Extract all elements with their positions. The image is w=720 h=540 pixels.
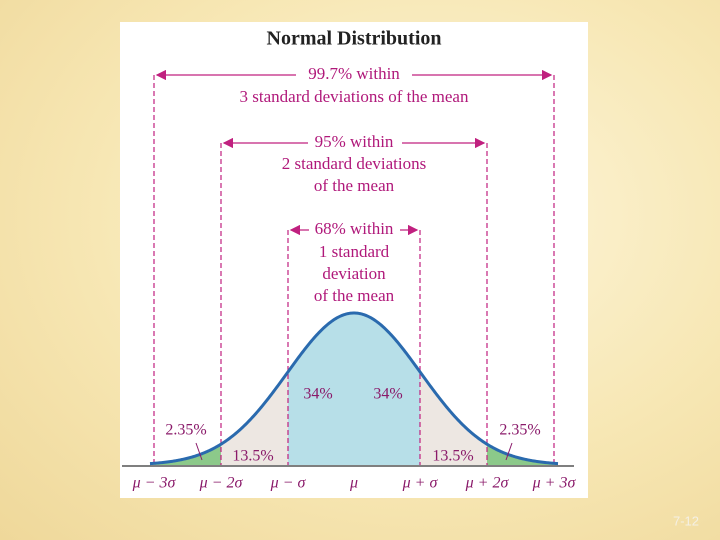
region-label: 2.35% (499, 422, 540, 439)
range-label: 95% within (315, 132, 394, 151)
axis-label: μ − 2σ (199, 475, 244, 492)
range-label: 1 standard (319, 242, 390, 261)
axis-label: μ − 3σ (132, 475, 177, 492)
center-area (288, 313, 420, 465)
axis-label: μ − σ (270, 475, 307, 492)
region-label: 34% (303, 386, 332, 403)
range-label: 3 standard deviations of the mean (240, 87, 469, 106)
range-label: 68% within (315, 219, 394, 238)
range-label: of the mean (314, 176, 395, 195)
normal-curve (149, 311, 559, 466)
region-label: 2.35% (165, 422, 206, 439)
leader-line (195, 442, 203, 461)
slide-number: 7-12 (673, 513, 699, 528)
tail-area (487, 444, 558, 465)
region-label: 34% (373, 386, 402, 403)
range-label: of the mean (314, 286, 395, 305)
range-label: deviation (322, 264, 386, 283)
leader-line (505, 442, 513, 461)
axis-label: μ + 3σ (532, 475, 577, 492)
axis-label: μ + σ (402, 475, 439, 492)
range-label: 99.7% within (308, 64, 400, 83)
tail-area (150, 444, 221, 465)
axis-label: μ + 2σ (465, 475, 510, 492)
region-label: 13.5% (432, 448, 473, 465)
axis-label: μ (349, 475, 358, 492)
figure-title: Normal Distribution (267, 28, 442, 50)
range-label: 2 standard deviations (282, 154, 426, 173)
region-label: 13.5% (232, 448, 273, 465)
